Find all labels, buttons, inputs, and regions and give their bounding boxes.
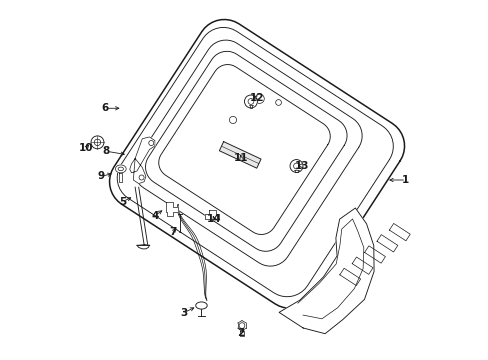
Text: 12: 12 (249, 93, 264, 103)
Text: 1: 1 (402, 175, 408, 185)
Polygon shape (240, 331, 244, 336)
Circle shape (293, 163, 299, 169)
Text: 11: 11 (233, 153, 247, 163)
Polygon shape (279, 208, 373, 334)
Text: 7: 7 (169, 227, 176, 237)
Text: 4: 4 (151, 211, 158, 221)
Polygon shape (165, 202, 178, 216)
Text: 14: 14 (206, 215, 221, 224)
Circle shape (139, 175, 144, 180)
Polygon shape (145, 51, 346, 251)
Polygon shape (204, 211, 219, 220)
Text: 3: 3 (180, 308, 187, 318)
Circle shape (91, 136, 104, 149)
Ellipse shape (115, 165, 126, 173)
Polygon shape (134, 40, 362, 266)
Text: 13: 13 (294, 161, 308, 171)
Ellipse shape (195, 302, 207, 309)
Text: 8: 8 (102, 146, 110, 156)
Circle shape (148, 140, 153, 145)
Text: 6: 6 (101, 103, 108, 113)
Circle shape (94, 139, 101, 145)
Circle shape (247, 99, 253, 104)
Polygon shape (129, 137, 155, 184)
Text: 10: 10 (79, 143, 93, 153)
Text: 2: 2 (237, 328, 244, 338)
Polygon shape (159, 64, 329, 234)
Polygon shape (219, 141, 261, 168)
Circle shape (236, 320, 247, 331)
Text: 9: 9 (97, 171, 104, 181)
Circle shape (289, 159, 303, 172)
Circle shape (244, 95, 257, 108)
Polygon shape (109, 19, 404, 308)
Text: 5: 5 (119, 197, 126, 207)
